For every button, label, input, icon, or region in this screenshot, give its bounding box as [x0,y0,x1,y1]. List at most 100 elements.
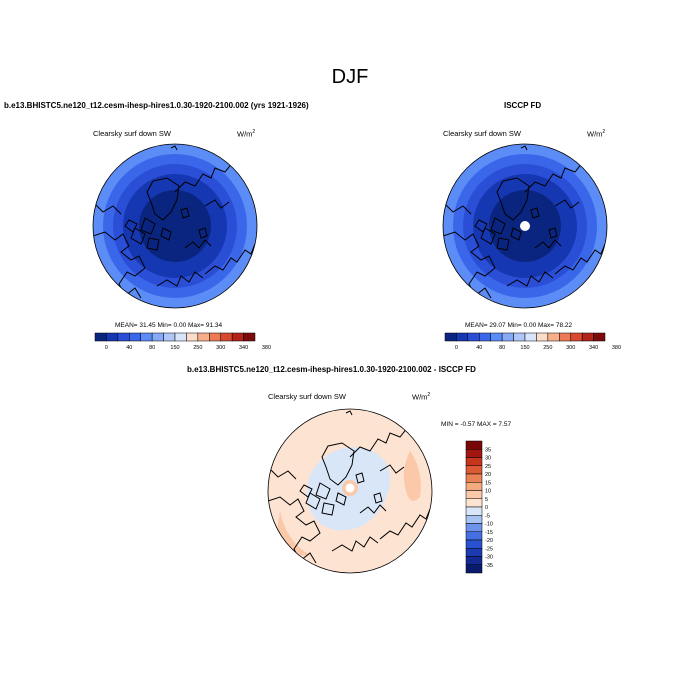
diff-map-warm-patch-east [403,451,421,501]
obs-colorbar-swatch-8 [536,332,549,342]
model-colorbar-swatch-9 [197,332,210,342]
model-colorbar-swatch-8 [186,332,199,342]
model-colorbar-swatch-10 [209,332,221,342]
obs-colorbar-tick-label: 0 [455,345,458,351]
model-colorbar-swatch-7 [174,332,187,342]
obs-colorbar-swatch-11 [570,332,583,342]
model-colorbar-tick-label: 0 [105,345,108,351]
diff-colorbar-swatch-13 [465,548,483,557]
obs-colorbar-tick-label: 300 [566,345,575,351]
model-colorbar-tick-label: 300 [216,345,225,351]
diff-colorbar-tick-label: 35 [485,447,491,453]
diff-colorbar-swatch-10 [465,523,483,532]
obs-variable-label: Clearsky surf down SW [443,129,521,138]
diff-colorbar-tick-label: 15 [485,480,491,486]
model-colorbar-swatch-0 [94,332,107,342]
diff-colorbar-tick-label: 25 [485,464,491,470]
model-colorbar-swatch-2 [117,332,130,342]
model-colorbar-swatch-13 [243,332,256,342]
model-colorbar-swatch-11 [220,332,233,342]
obs-map [443,144,607,308]
diff-colorbar-tick-label: 10 [485,489,491,495]
diff-colorbar-swatch-12 [465,539,483,549]
diff-colorbar-swatch-14 [465,556,483,565]
diff-colorbar-swatch-11 [465,531,483,541]
model-map-level-band-5 [139,190,211,262]
diff-colorbar-swatch-8 [465,506,483,516]
diff-stats-text: MIN = -0.57 MAX = 7.57 [441,421,512,428]
obs-map-border [442,143,608,309]
diff-colorbar-tick-label: 20 [485,472,491,478]
obs-stats-text: MEAN= 29.07 Min= 0.00 Max= 78.22 [465,322,573,329]
obs-colorbar-tick-label: 40 [476,345,482,351]
obs-colorbar-tick-label: 340 [589,345,598,351]
diff-panel-title: b.e13.BHISTC5.ne120_t12.cesm-ihesp-hires… [187,365,476,374]
obs-colorbar-swatch-10 [559,332,571,342]
diff-map-border [267,408,433,574]
obs-colorbar-swatch-7 [524,332,537,342]
diff-colorbar-tick-label: -30 [485,555,493,561]
diff-colorbar-swatch-15 [465,564,483,574]
obs-colorbar-swatch-3 [479,332,491,342]
diff-colorbar-tick-label: -20 [485,538,493,544]
diff-colorbar-tick-label: 0 [485,505,488,511]
obs-colorbar-tick-label: 380 [612,345,621,351]
diff-colorbar: 35 30 25 20 15 10 5 0 -5 -10 -15 -20 -25 -30 -35 [465,440,493,574]
model-colorbar-swatch-1 [106,332,119,342]
model-colorbar-tick-label: 80 [149,345,155,351]
obs-colorbar-swatch-12 [581,332,594,342]
diff-colorbar-swatch-9 [465,515,483,524]
diff-colorbar-swatch-6 [465,490,483,499]
diff-colorbar-swatch-4 [465,473,483,483]
diff-units-label: W/m2 [412,392,431,402]
model-colorbar-swatch-6 [163,332,176,342]
obs-colorbar: 0 40 80 150 250 300 340 380 [444,332,621,351]
diff-colorbar-tick-label: 30 [485,456,491,462]
figure-title: DJF [331,66,369,88]
model-colorbar-tick-label: 340 [239,345,248,351]
diff-map-missing-data-hole [345,483,355,493]
model-colorbar: 0 40 80 150 250 300 340 380 [94,332,271,351]
model-colorbar-tick-label: 250 [193,345,202,351]
diff-colorbar-swatch-0 [465,440,483,450]
obs-colorbar-tick-label: 250 [543,345,552,351]
model-colorbar-swatch-4 [140,332,153,342]
diff-colorbar-swatch-1 [465,449,483,458]
obs-colorbar-swatch-6 [513,332,526,342]
diff-colorbar-swatch-7 [465,498,483,508]
obs-colorbar-swatch-1 [456,332,469,342]
obs-colorbar-swatch-0 [444,332,457,342]
model-colorbar-swatch-3 [129,332,141,342]
diff-variable-label: Clearsky surf down SW [268,392,346,401]
model-stats-text: MEAN= 31.45 Min= 0.00 Max= 91.34 [115,322,223,329]
model-colorbar-tick-label: 150 [170,345,179,351]
diff-map [268,409,432,573]
obs-colorbar-tick-label: 150 [520,345,529,351]
model-units-label: W/m2 [237,129,256,139]
model-panel-title: b.e13.BHISTC5.ne120_t12.cesm-ihesp-hires… [4,101,309,110]
diff-colorbar-swatch-2 [465,457,483,466]
diff-colorbar-tick-label: -25 [485,546,493,552]
obs-units-label: W/m2 [587,129,606,139]
model-colorbar-swatch-12 [231,332,244,342]
obs-colorbar-tick-label: 80 [499,345,505,351]
model-map [93,144,257,308]
diff-colorbar-tick-label: -35 [485,563,493,569]
obs-colorbar-swatch-13 [593,332,606,342]
model-variable-label: Clearsky surf down SW [93,129,171,138]
model-colorbar-tick-label: 380 [262,345,271,351]
diff-colorbar-tick-label: -15 [485,530,493,536]
obs-colorbar-swatch-2 [467,332,480,342]
diff-colorbar-tick-label: -10 [485,522,493,528]
obs-map-missing-data-hole [520,221,530,231]
obs-colorbar-swatch-5 [501,332,514,342]
obs-colorbar-swatch-9 [547,332,560,342]
obs-colorbar-swatch-4 [490,332,503,342]
diff-colorbar-swatch-3 [465,465,483,475]
model-colorbar-swatch-5 [151,332,164,342]
diff-colorbar-tick-label: 5 [485,497,488,503]
obs-panel-title: ISCCP FD [504,101,542,110]
model-map-border [92,143,258,309]
diff-colorbar-tick-label: -5 [485,513,490,519]
